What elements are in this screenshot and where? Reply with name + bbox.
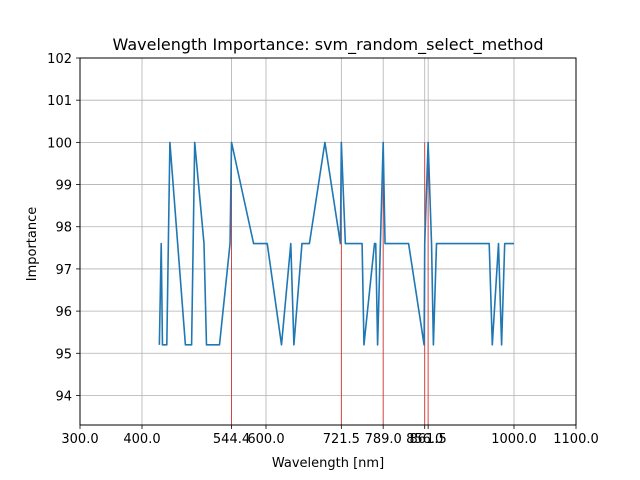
x-tick-label: 544.4 [213, 432, 250, 447]
y-tick-label: 96 [55, 305, 72, 320]
x-tick-label: 1000.0 [491, 432, 537, 447]
chart-title: Wavelength Importance: svm_random_select… [113, 35, 544, 55]
plot-area-frame [79, 57, 577, 426]
x-tick-label: 300.0 [61, 432, 98, 447]
y-tick-label: 100 [47, 136, 72, 151]
y-tick-label: 101 [47, 94, 72, 109]
y-tick-label: 98 [55, 221, 72, 236]
y-tick-label: 99 [55, 179, 72, 194]
x-tick-label: 861.5 [410, 432, 447, 447]
x-tick-label: 856.0 [406, 432, 443, 447]
series-line [158, 141, 514, 346]
x-tick-label: 400.0 [123, 432, 160, 447]
y-tick-label: 97 [55, 263, 72, 278]
x-tick-label: 600.0 [247, 432, 284, 447]
grid [79, 57, 577, 425]
x-axis-label: Wavelength [nm] [272, 456, 384, 471]
x-tick-label: 721.5 [323, 432, 360, 447]
x-tick-label: 1100.0 [553, 432, 599, 447]
x-tick-label: 789.0 [365, 432, 402, 447]
y-tick-label: 102 [47, 52, 72, 67]
y-tick-label: 94 [55, 389, 72, 404]
series-lines [158, 141, 514, 346]
y-axis-label: Importance [25, 207, 40, 282]
y-tick-label: 95 [55, 347, 72, 362]
